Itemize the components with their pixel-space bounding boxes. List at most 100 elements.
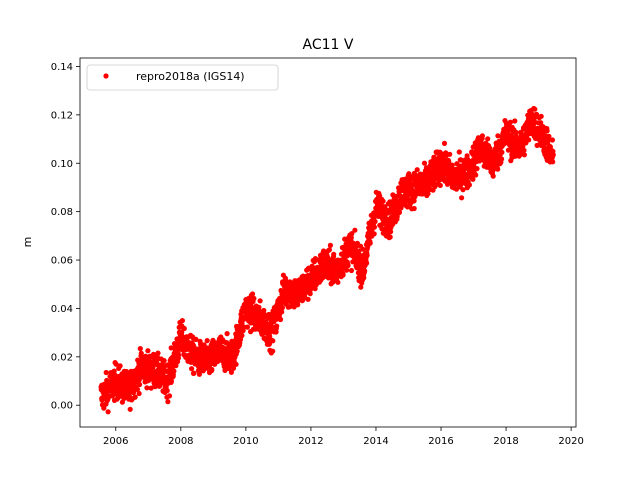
- data-point: [421, 160, 428, 166]
- data-point: [546, 133, 552, 139]
- data-point: [251, 295, 257, 302]
- data-point: [164, 388, 170, 394]
- data-point: [526, 137, 532, 143]
- data-point: [175, 352, 182, 358]
- data-point: [137, 346, 143, 352]
- data-point: [132, 394, 138, 400]
- y-tick-label: 0.06: [51, 256, 73, 267]
- x-tick-label: 2008: [168, 436, 193, 447]
- data-point: [179, 318, 185, 324]
- data-point: [145, 348, 151, 354]
- data-point: [466, 182, 472, 188]
- data-point: [538, 113, 544, 119]
- data-point: [244, 324, 250, 330]
- data-point: [165, 399, 171, 405]
- y-tick-label: 0.10: [51, 159, 73, 170]
- data-point: [382, 204, 388, 210]
- data-point: [224, 331, 230, 337]
- legend-marker: [103, 73, 109, 79]
- data-point: [456, 149, 462, 155]
- data-point: [249, 291, 256, 297]
- data-point: [326, 247, 332, 253]
- data-point: [470, 176, 476, 182]
- data-point: [367, 240, 373, 246]
- data-point: [252, 326, 258, 332]
- data-point: [396, 209, 403, 215]
- data-point: [305, 296, 311, 302]
- data-point: [495, 166, 501, 172]
- data-point: [348, 235, 354, 241]
- data-point: [372, 218, 378, 225]
- x-tick-label: 2018: [493, 436, 518, 447]
- x-tick-label: 2014: [363, 436, 388, 447]
- y-tick-label: 0.00: [51, 401, 73, 412]
- data-point: [148, 385, 154, 391]
- data-point: [361, 275, 367, 281]
- data-point: [270, 338, 276, 344]
- data-point: [521, 152, 528, 158]
- y-tick-label: 0.12: [51, 110, 73, 121]
- data-points: [98, 105, 556, 415]
- data-point: [277, 316, 284, 323]
- data-point: [228, 369, 234, 375]
- data-point: [201, 342, 207, 348]
- data-point: [458, 157, 464, 163]
- x-tick-label: 2016: [428, 436, 453, 447]
- x-tick-label: 2006: [103, 436, 128, 447]
- data-point: [406, 171, 412, 177]
- data-point: [267, 333, 273, 339]
- data-point: [327, 242, 333, 248]
- data-point: [348, 267, 355, 274]
- data-point: [544, 128, 550, 134]
- data-point: [380, 198, 386, 204]
- data-point: [144, 385, 150, 391]
- y-tick-label: 0.14: [51, 62, 73, 73]
- data-point: [512, 118, 518, 124]
- data-point: [138, 350, 144, 356]
- y-tick-label: 0.04: [51, 304, 73, 315]
- x-axis: 2006 2008 2010 2012 2014 2016 2018 2020: [103, 427, 584, 447]
- data-point: [495, 133, 501, 139]
- data-point: [204, 338, 210, 344]
- data-point: [335, 279, 341, 285]
- data-point: [371, 231, 377, 237]
- data-point: [344, 267, 350, 273]
- data-point: [239, 332, 245, 339]
- legend-box: [86, 64, 279, 91]
- data-point: [358, 284, 364, 290]
- data-point: [331, 251, 337, 257]
- data-point: [209, 366, 215, 372]
- data-point: [459, 195, 465, 201]
- data-point: [191, 370, 197, 376]
- data-point: [193, 336, 199, 342]
- data-point: [437, 182, 443, 188]
- legend: repro2018a (IGS14): [86, 64, 279, 91]
- data-point: [111, 368, 117, 374]
- x-tick-label: 2010: [233, 436, 258, 447]
- data-point: [387, 234, 393, 240]
- data-point: [550, 159, 556, 165]
- data-point: [447, 151, 453, 157]
- data-point: [196, 371, 202, 377]
- data-point: [499, 149, 505, 155]
- y-tick-label: 0.08: [51, 207, 73, 218]
- data-point: [441, 140, 448, 146]
- data-point: [161, 358, 167, 364]
- data-point: [550, 152, 556, 158]
- data-point: [279, 309, 285, 315]
- data-point: [234, 348, 240, 354]
- data-point: [168, 378, 174, 384]
- y-tick-label: 0.02: [51, 352, 73, 363]
- data-point: [117, 363, 123, 369]
- x-tick-label: 2012: [298, 436, 323, 447]
- data-point: [274, 323, 280, 329]
- data-point: [233, 361, 239, 367]
- data-point: [261, 307, 267, 314]
- data-point: [136, 390, 142, 397]
- data-point: [189, 366, 195, 372]
- data-point: [134, 386, 141, 392]
- data-point: [137, 381, 143, 388]
- data-point: [256, 304, 262, 310]
